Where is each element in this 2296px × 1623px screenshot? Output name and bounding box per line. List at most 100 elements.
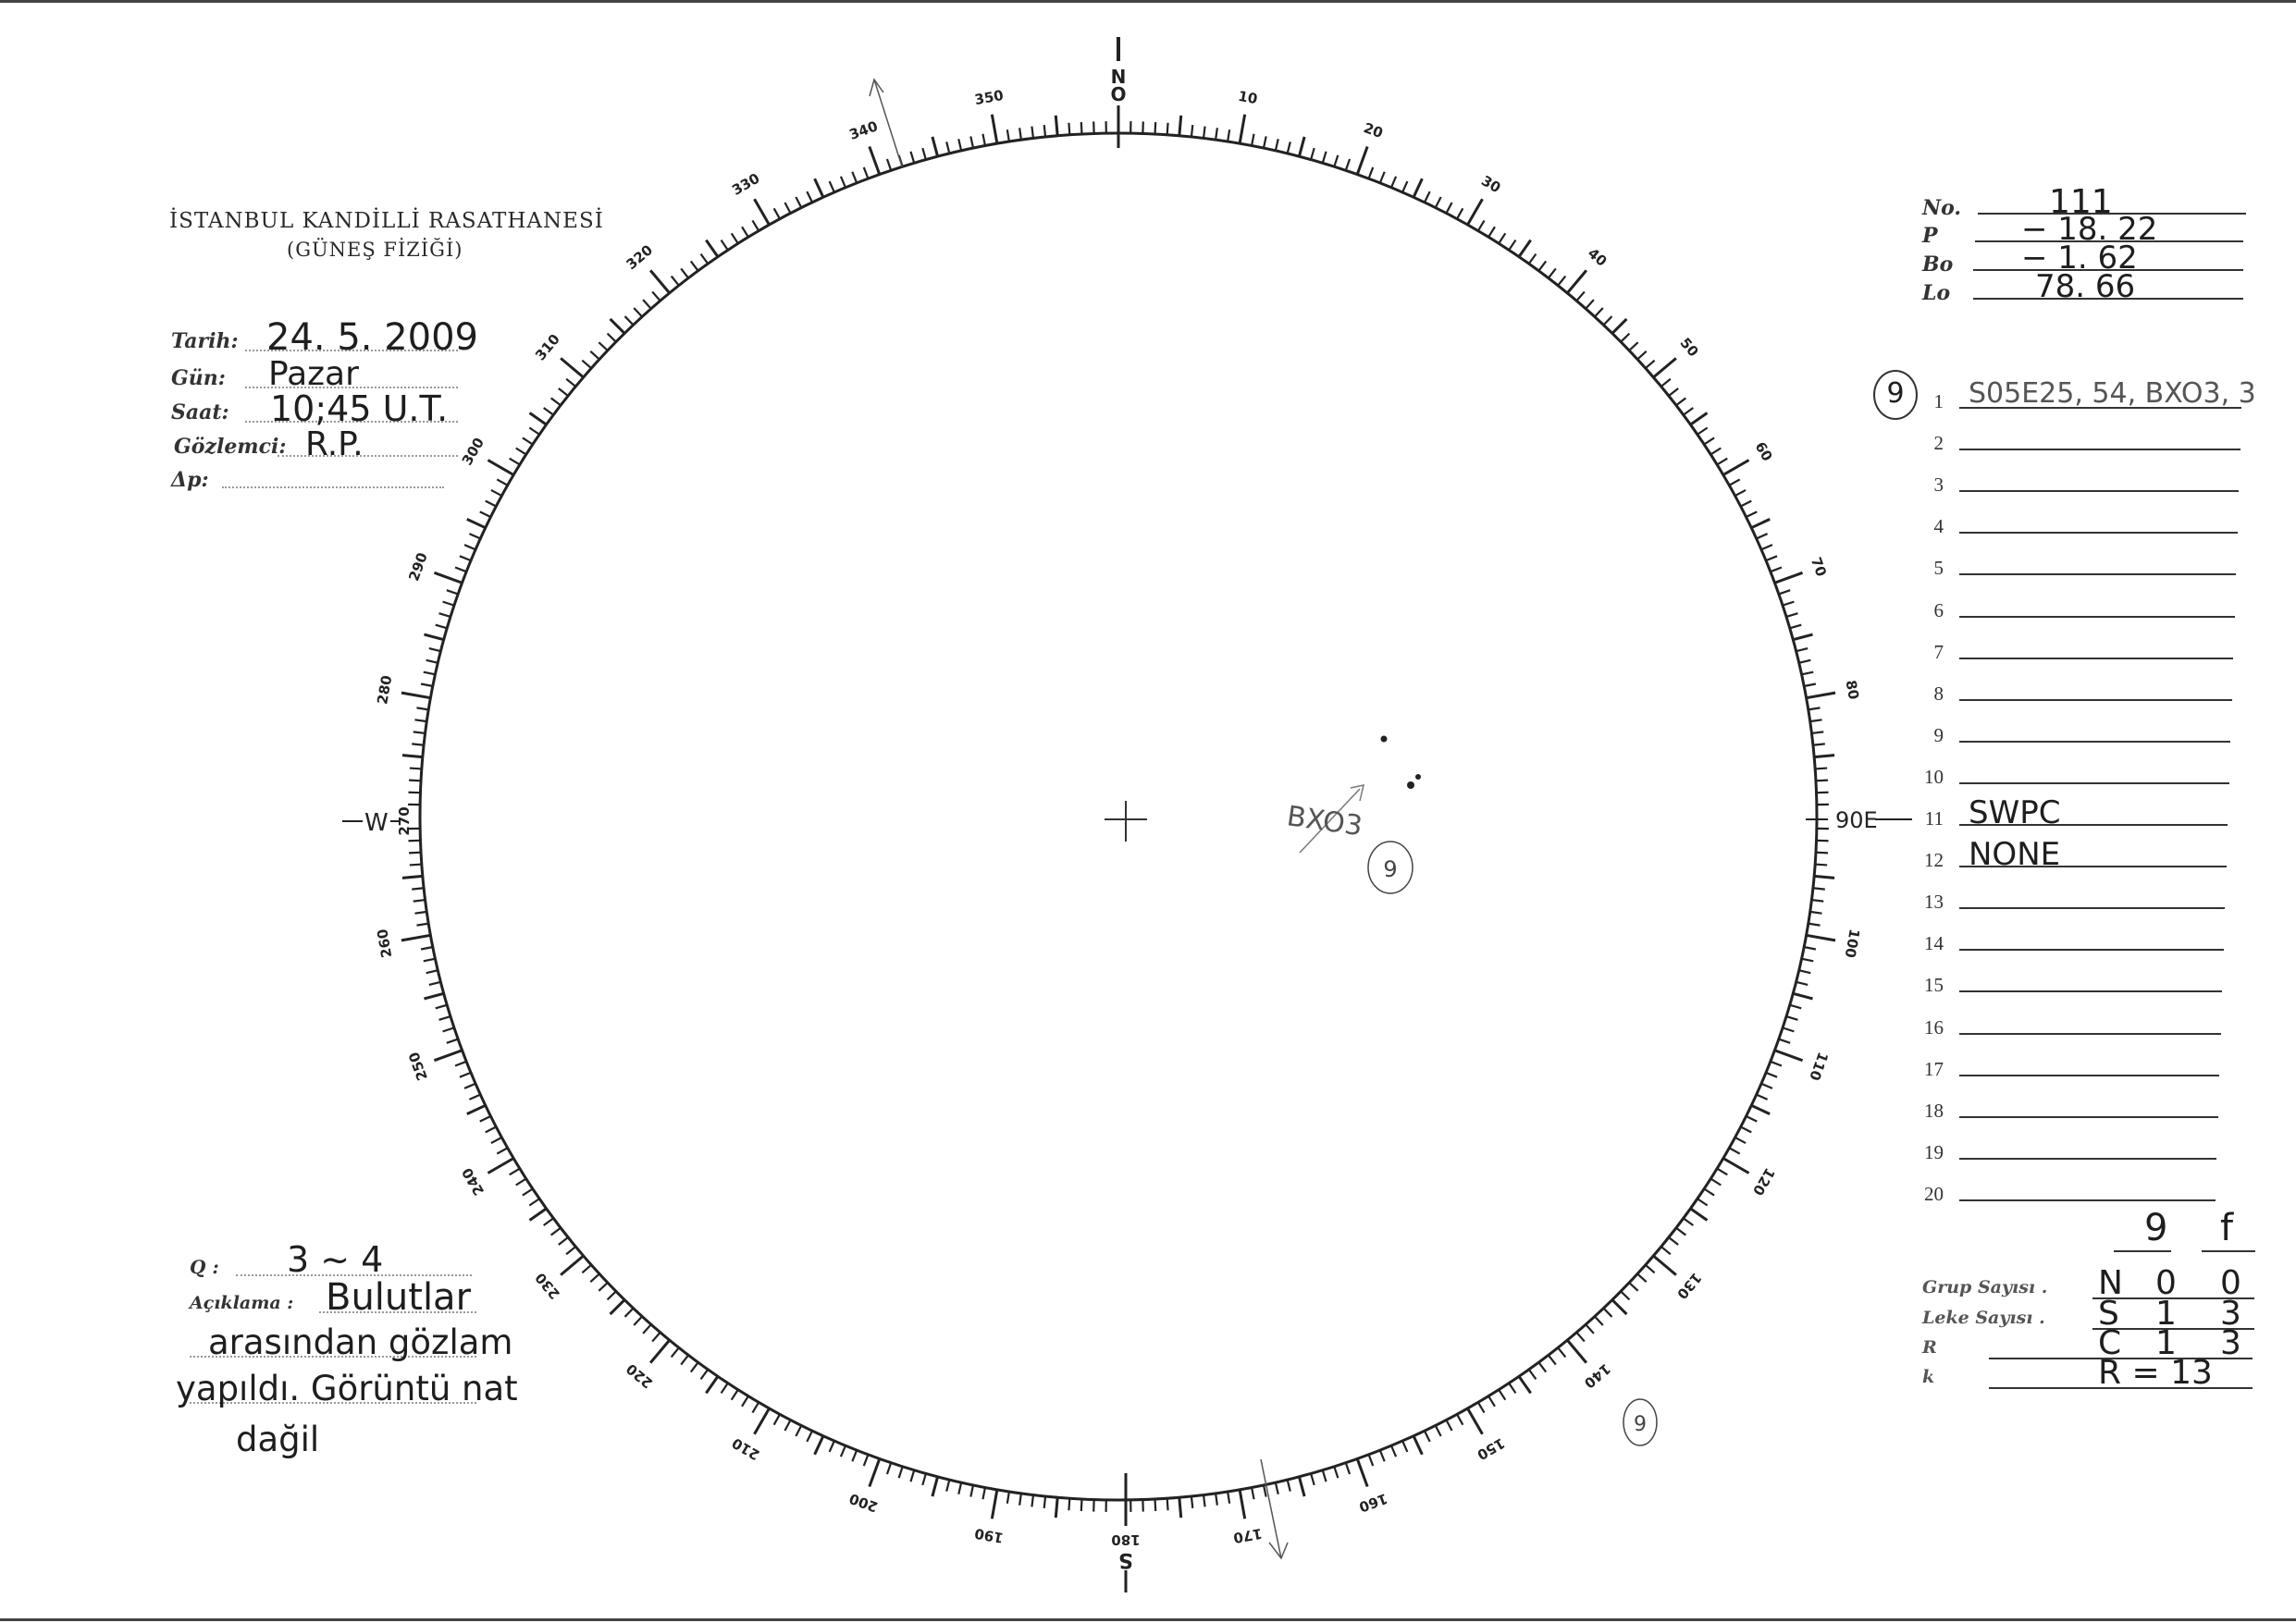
scale-tick <box>1734 1136 1747 1145</box>
scale-tick <box>1760 544 1773 551</box>
remark-line-4[interactable]: dağil <box>236 1420 320 1459</box>
scale-tick <box>1722 1157 1750 1174</box>
scale-tick <box>442 1027 455 1033</box>
department-subtitle: (GÜNEŞ FİZİĞİ) <box>287 239 463 261</box>
scale-tick <box>1043 125 1047 138</box>
scale-tick <box>414 719 427 723</box>
scale-tick <box>806 1430 814 1443</box>
scale-tick <box>699 1369 710 1381</box>
summary-row-spots[interactable]: 3 <box>2220 1324 2241 1362</box>
scale-tick <box>528 1207 548 1222</box>
scale-label: 20 <box>1362 119 1386 141</box>
date-value[interactable]: 24. 5. 2009 <box>266 316 479 359</box>
scale-tick <box>1401 1440 1409 1453</box>
group-line-value[interactable]: NONE <box>1969 836 2061 874</box>
scale-tick <box>828 1440 835 1453</box>
scale-tick <box>784 1419 792 1432</box>
summary-header-f: f <box>2220 1207 2234 1249</box>
scale-tick <box>598 341 609 351</box>
summary-row-hemisphere[interactable]: S <box>2098 1295 2119 1333</box>
scale-tick <box>1703 1187 1715 1197</box>
scale-tick <box>945 1479 951 1492</box>
scale-tick <box>1806 691 1836 700</box>
param-value-no[interactable]: 111 <box>2049 183 2113 221</box>
scale-tick <box>1286 141 1291 154</box>
scale-tick <box>401 754 424 759</box>
scale-tick <box>581 359 592 370</box>
scale-tick <box>1636 1273 1648 1284</box>
scale-tick <box>1710 447 1722 456</box>
scale-tick <box>689 1361 699 1373</box>
scale-tick <box>1321 1469 1327 1482</box>
observer-label: Gözlemci: <box>174 435 287 459</box>
scale-tick <box>1434 196 1442 209</box>
scale-tick <box>642 299 652 310</box>
remark-line-1[interactable]: Bulutlar <box>326 1276 472 1319</box>
summary-row-groups[interactable]: 1 <box>2155 1295 2177 1333</box>
scale-label: 70 <box>1808 555 1830 579</box>
scale-tick <box>1668 387 1679 397</box>
scale-tick <box>1274 1482 1279 1494</box>
scale-label: 120 <box>1749 1165 1778 1199</box>
param-line <box>1978 213 2246 215</box>
summary-row-hemisphere[interactable]: C <box>2098 1324 2122 1362</box>
remark-line-2[interactable]: arasından gözlam <box>208 1322 513 1362</box>
scale-tick <box>459 555 472 562</box>
summary-row-spots[interactable]: 0 <box>2220 1264 2241 1302</box>
group-line-value[interactable]: SWPC <box>1969 794 2061 831</box>
scale-tick <box>1466 198 1484 226</box>
group-line-rule <box>1959 573 2236 576</box>
group-line-number: 7 <box>1933 640 1944 663</box>
summary-row-groups[interactable]: 1 <box>2155 1324 2177 1362</box>
scale-tick <box>1527 1369 1537 1381</box>
day-value[interactable]: Pazar <box>268 355 359 393</box>
group-number-circle <box>1367 841 1413 894</box>
scale-tick <box>1778 1038 1791 1044</box>
scale-tick <box>435 1003 448 1010</box>
group-line-rule <box>1959 490 2239 493</box>
scale-tick <box>1508 1383 1517 1395</box>
scale-tick <box>515 1177 527 1187</box>
scale-tick <box>1367 166 1375 179</box>
remark-line-3[interactable]: yapıldı. Görüntü nat <box>176 1369 518 1408</box>
time-value[interactable]: 10;45 U.T. <box>270 388 449 429</box>
scale-tick <box>490 488 502 498</box>
scale-tick <box>454 566 467 573</box>
scale-tick <box>839 1445 847 1457</box>
summary-row-line <box>1989 1387 2253 1389</box>
scale-tick <box>720 239 729 251</box>
scale-tick <box>741 226 749 238</box>
scale-tick <box>1498 232 1507 244</box>
summary-row-hemisphere[interactable]: R = 13 <box>2098 1354 2213 1392</box>
scale-tick <box>1815 851 1829 855</box>
q-value[interactable]: 3 ~ 4 <box>287 1239 384 1280</box>
delta-p-dotted-line <box>222 486 444 488</box>
summary-row-groups[interactable]: 0 <box>2155 1264 2177 1302</box>
scale-tick <box>408 851 422 855</box>
scale-tick <box>528 1198 540 1207</box>
scale-tick <box>1031 126 1035 139</box>
scale-tick <box>1575 1332 1586 1343</box>
scale-tick <box>1689 1207 1709 1222</box>
scale-tick <box>487 459 514 476</box>
limb-mark-circle <box>1623 1398 1658 1446</box>
scale-tick <box>589 350 600 361</box>
scale-tick <box>1740 1125 1752 1134</box>
scale-tick <box>1602 315 1613 326</box>
summary-row-line <box>2092 1297 2254 1299</box>
scale-tick <box>839 176 847 189</box>
scale-tick <box>1423 1430 1431 1443</box>
summary-row-hemisphere[interactable]: N <box>2098 1264 2123 1302</box>
west-marker: W 270 <box>342 806 413 837</box>
param-value-bo[interactable]: − 1. 62 <box>2021 240 2138 277</box>
scale-tick <box>1018 128 1023 141</box>
param-value-p[interactable]: − 18. 22 <box>2021 211 2158 248</box>
scale-tick <box>509 1167 521 1176</box>
param-line <box>1973 269 2243 271</box>
summary-row-spots[interactable]: 3 <box>2220 1295 2241 1333</box>
scale-label: 140 <box>1581 1360 1614 1392</box>
group-line-number: 8 <box>1933 682 1944 705</box>
observer-value[interactable]: R.P. <box>305 425 364 463</box>
group-line-value[interactable]: S05E25, 54, BXO3, 3 <box>1969 377 2256 410</box>
param-value-lo[interactable]: 78. 66 <box>2035 268 2136 305</box>
